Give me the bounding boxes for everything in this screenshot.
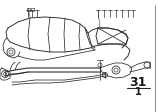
Bar: [31, 8, 33, 11]
Text: 1: 1: [135, 87, 141, 97]
Text: 31: 31: [129, 75, 147, 88]
Bar: [27, 8, 29, 11]
